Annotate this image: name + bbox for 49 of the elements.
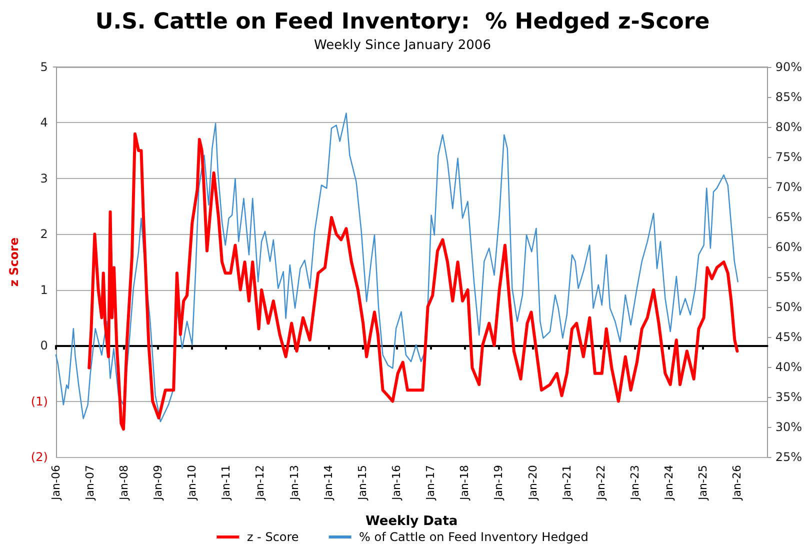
x-tick-label: Jan-20 xyxy=(526,465,540,501)
y-tick-label: (1) xyxy=(30,394,48,408)
x-tick-label: Jan-13 xyxy=(288,465,301,501)
y-tick-label: 1 xyxy=(40,282,48,297)
x-tick-label: Jan-12 xyxy=(254,465,267,501)
x-tick-label: Jan-21 xyxy=(560,465,574,501)
x-tick-label: Jan-11 xyxy=(220,465,233,501)
x-tick-label: Jan-07 xyxy=(83,465,96,501)
x-tick-label: Jan-06 xyxy=(49,465,62,501)
x-tick-label: Jan-08 xyxy=(117,465,130,501)
x-tick-label: Jan-19 xyxy=(492,465,506,501)
y-tick-label: 3 xyxy=(40,171,48,186)
x-tick-label: Jan-16 xyxy=(390,465,404,501)
y2-tick-label: 75% xyxy=(775,150,802,164)
chart-subtitle: Weekly Since January 2006 xyxy=(314,38,491,53)
x-tick-label: Jan-17 xyxy=(424,465,438,501)
x-tick-label: Jan-26 xyxy=(730,465,744,501)
y2-tick-label: 50% xyxy=(775,300,802,314)
legend-label: z - Score xyxy=(246,530,299,544)
x-axis-title: Weekly Data xyxy=(366,514,458,529)
y-tick-label: 0 xyxy=(40,338,48,353)
x-tick-label: Jan-09 xyxy=(152,465,165,501)
y2-tick-label: 25% xyxy=(775,450,802,464)
x-tick-label: Jan-23 xyxy=(628,465,642,501)
y2-tick-label: 60% xyxy=(775,240,802,254)
x-tick-label: Jan-25 xyxy=(696,465,710,501)
x-tick-label: Jan-22 xyxy=(594,465,608,501)
x-tick-label: Jan-15 xyxy=(356,465,369,501)
y-tick-label: 5 xyxy=(40,60,48,74)
y2-tick-label: 45% xyxy=(775,330,802,344)
y2-tick-label: 35% xyxy=(775,390,802,404)
y2-tick-label: 85% xyxy=(775,90,802,104)
y2-tick-label: 90% xyxy=(775,60,802,74)
y2-tick-label: 80% xyxy=(775,120,802,134)
chart-title: U.S. Cattle on Feed Inventory: % Hedged z-Score xyxy=(95,10,710,34)
y2-tick-label: 65% xyxy=(775,210,802,224)
y2-tick-label: 70% xyxy=(775,180,802,194)
y2-tick-label: 30% xyxy=(775,420,802,434)
y-tick-label: (2) xyxy=(30,450,48,464)
x-tick-label: Jan-24 xyxy=(662,465,676,501)
y-tick-label: 2 xyxy=(40,227,48,242)
y-tick-label: 4 xyxy=(40,116,48,130)
legend-label: % of Cattle on Feed Inventory Hedged xyxy=(359,530,588,544)
x-tick-label: Jan-18 xyxy=(458,465,472,501)
x-tick-label: Jan-10 xyxy=(186,465,199,501)
x-tick-label: Jan-14 xyxy=(322,465,335,501)
y2-tick-label: 55% xyxy=(775,270,802,284)
y-axis-title: z Score xyxy=(7,237,21,287)
y2-tick-label: 40% xyxy=(775,360,802,374)
